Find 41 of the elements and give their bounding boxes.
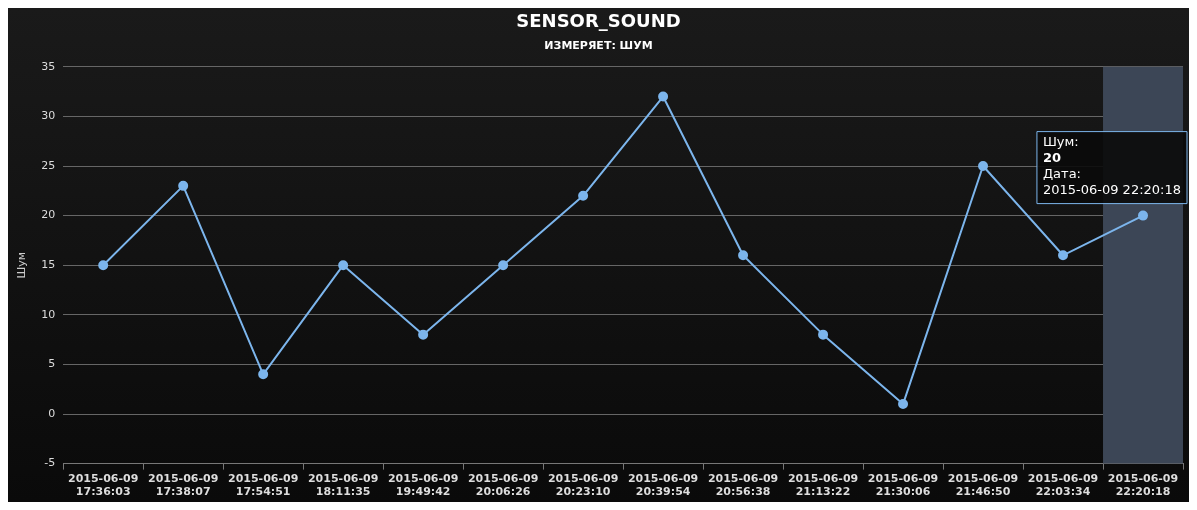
y-tick-label: 25	[41, 158, 56, 172]
x-tick-label: 2015-06-09 20:56:38	[707, 472, 779, 499]
y-axis-title: Шум	[15, 251, 29, 279]
x-tick-label: 2015-06-09 21:13:22	[787, 472, 859, 499]
point	[1058, 250, 1069, 261]
y-tick-label: 20	[41, 208, 56, 222]
y-tick-label: 5	[48, 357, 56, 371]
x-tick-label: 2015-06-09 17:36:03	[68, 472, 139, 499]
y-tick-label: 15	[41, 258, 56, 272]
point	[578, 190, 589, 201]
y-tick-label: 0	[48, 406, 56, 420]
x-tick-label: 2015-06-09 18:11:35	[307, 472, 379, 499]
point	[258, 369, 269, 380]
x-tick-label: 2015-06-09 21:30:06	[867, 472, 939, 499]
point	[898, 399, 909, 410]
point	[738, 250, 749, 261]
chart-subtitle: ИЗМЕРЯЕТ: ШУМ	[544, 39, 653, 53]
x-tick-label: 2015-06-09 21:46:50	[947, 472, 1019, 499]
y-tick-label: 30	[41, 109, 56, 123]
y-tick-label: -5	[44, 456, 56, 470]
x-tick-label: 2015-06-09 20:06:26	[467, 472, 539, 499]
x-tick-label: 2015-06-09 20:39:54	[627, 472, 699, 499]
y-tick-label: 10	[41, 307, 56, 321]
x-tick-label: 2015-06-09 20:23:10	[547, 472, 619, 499]
x-tick-label: 2015-06-09 19:49:42	[387, 472, 459, 499]
point	[338, 260, 349, 271]
x-tick-label: 2015-06-09 22:03:34	[1027, 472, 1099, 499]
point	[978, 161, 989, 171]
annotation: Шум: 20 Дата: 2015-06-09 22:20:18	[1042, 134, 1182, 198]
x-tick-label: 2015-06-09 17:54:51	[227, 472, 299, 499]
y-tick-label: 35	[41, 59, 56, 73]
point	[818, 329, 829, 340]
point	[98, 260, 109, 271]
chart-title: SENSOR_SOUND	[516, 10, 681, 32]
x-tick-label: 2015-06-09 17:38:07	[147, 472, 219, 499]
x-tick-label: 2015-06-09 22:20:18	[1107, 472, 1179, 499]
point	[1138, 210, 1149, 221]
point	[178, 180, 189, 191]
point	[418, 329, 429, 340]
point	[498, 260, 509, 271]
point	[658, 91, 669, 102]
